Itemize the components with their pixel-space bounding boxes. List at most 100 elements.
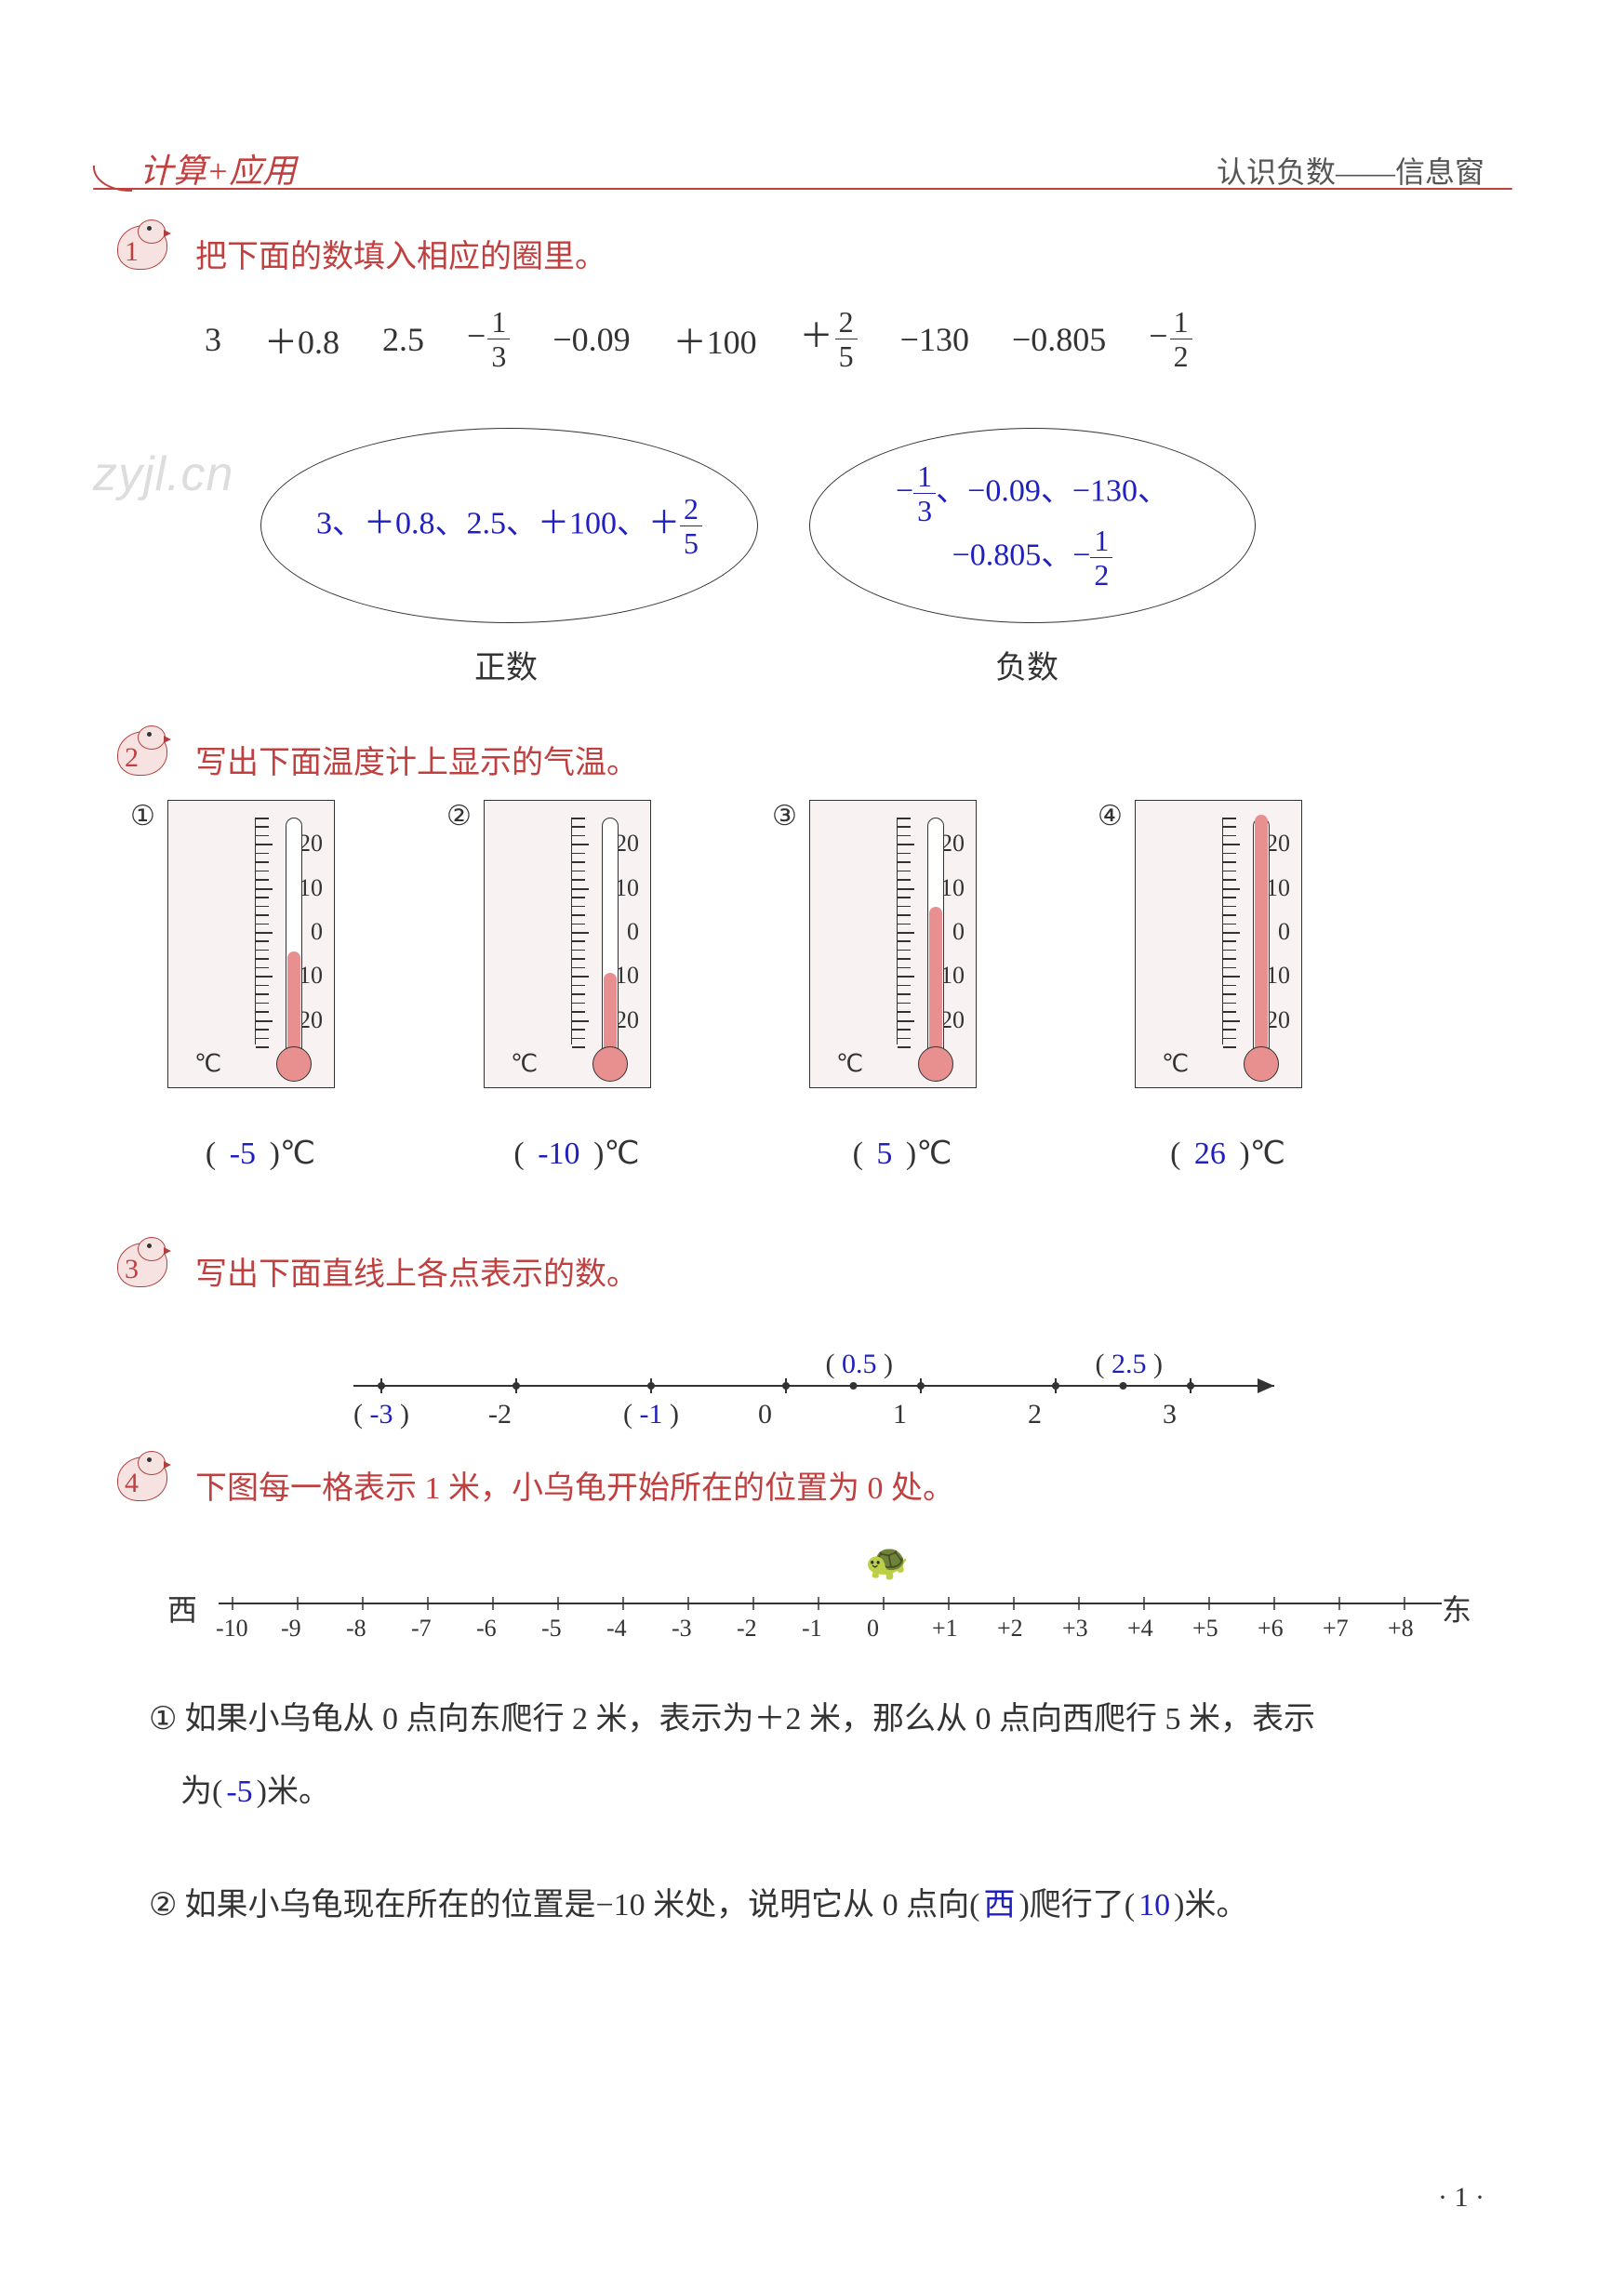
q3-answer: ( -3 ) xyxy=(353,1399,409,1430)
q4-sub1: ①如果小乌龟从 0 点向东爬行 2 米，表示为＋2 米，那么从 0 点向西爬行 … xyxy=(149,1683,1494,1829)
q1-num: 2.5 xyxy=(382,320,424,359)
thermo-unit: ℃ xyxy=(1162,1050,1189,1078)
q4-tick-label: +6 xyxy=(1258,1615,1284,1643)
q4-sub2-answer1: 西 xyxy=(979,1888,1018,1922)
bird-badge-3: 3 xyxy=(110,1237,175,1302)
header-right: 认识负数——信息窗 xyxy=(1217,149,1484,192)
thermo-marker: ④ xyxy=(1098,800,1123,832)
q4-prompt: 下图每一格表示 1 米，小乌龟开始所在的位置为 0 处。 xyxy=(195,1462,954,1508)
q4-tick-label: +1 xyxy=(932,1615,958,1643)
sub-marker: ① xyxy=(149,1702,177,1736)
thermo-scale-label: 0 xyxy=(627,918,639,946)
q4-east-label: 东 xyxy=(1442,1587,1471,1630)
thermometer: ①20100-10-20℃( -5 )℃ xyxy=(167,800,372,1088)
bird-badge-4: 4 xyxy=(110,1451,175,1516)
thermo-unit: ℃ xyxy=(836,1050,863,1078)
q4-sub1-text2b: )米。 xyxy=(257,1775,330,1809)
thermo-unit: ℃ xyxy=(511,1050,538,1078)
q4-sub2-answer2: 10 xyxy=(1135,1888,1174,1922)
thermo-answer: ( 26 )℃ xyxy=(1135,1135,1321,1172)
badge-number: 2 xyxy=(125,742,139,774)
q3-tick-label: 0 xyxy=(758,1399,772,1430)
bird-badge-1: 1 xyxy=(110,219,175,285)
q4-tick-label: 0 xyxy=(867,1615,879,1643)
watermark: zyjl.cn xyxy=(93,446,233,502)
negative-ellipse: −13、−0.09、−130、 −0.805、−12 xyxy=(809,428,1256,623)
q4-sub2-mid: )爬行了( xyxy=(1018,1888,1135,1922)
negative-label: 负数 xyxy=(995,642,1058,687)
q4-tick-label: -3 xyxy=(672,1615,692,1643)
thermo-box: 20100-10-20℃ xyxy=(809,800,977,1088)
q4-tick-label: -7 xyxy=(411,1615,432,1643)
q1-num: −13 xyxy=(467,307,510,371)
negative-content: −13、−0.09、−130、 −0.805、−12 xyxy=(896,461,1169,590)
q1-num: −0.805 xyxy=(1012,320,1106,359)
thermometer: ③20100-10-20℃( 5 )℃ xyxy=(809,800,1014,1088)
thermo-marker: ③ xyxy=(772,800,797,832)
q4-sub1-text2a: 为( xyxy=(180,1775,222,1809)
q4-tick-label: -6 xyxy=(476,1615,497,1643)
q1-num: ＋0.8 xyxy=(264,315,339,364)
thermo-answer: ( 5 )℃ xyxy=(809,1135,995,1172)
q4-sub2-after: )米。 xyxy=(1174,1888,1247,1922)
thermo-box: 20100-10-20℃ xyxy=(1135,800,1302,1088)
header-left: 计算+应用 xyxy=(140,144,296,193)
badge-number: 3 xyxy=(125,1254,139,1285)
q3-answer: ( 2.5 ) xyxy=(1096,1349,1164,1380)
q4-tick-label: +2 xyxy=(997,1615,1023,1643)
q4-sub1-answer: -5 xyxy=(222,1775,256,1809)
thermo-box: 20100-10-20℃ xyxy=(167,800,335,1088)
q4-tick-label: -8 xyxy=(346,1615,366,1643)
thermo-box: 20100-10-20℃ xyxy=(484,800,651,1088)
badge-number: 1 xyxy=(125,236,139,268)
q4-tick-label: -2 xyxy=(737,1615,757,1643)
q4-sub2: ②如果小乌龟现在所在的位置是−10 米处，说明它从 0 点向(西)爬行了(10)… xyxy=(149,1869,1494,1942)
positive-ellipse: 3、＋0.8、2.5、＋100、＋25 xyxy=(260,428,758,623)
thermo-unit: ℃ xyxy=(194,1050,221,1078)
q4-tick-label: +5 xyxy=(1192,1615,1218,1643)
q4-west-label: 西 xyxy=(167,1587,197,1630)
q3-answer: ( -1 ) xyxy=(623,1399,679,1430)
q1-num: −12 xyxy=(1149,307,1191,371)
thermo-marker: ① xyxy=(130,800,155,832)
thermo-answer: ( -5 )℃ xyxy=(167,1135,353,1172)
header-underline xyxy=(93,188,1512,190)
sub-marker: ② xyxy=(149,1888,177,1922)
q3-tick-label: 3 xyxy=(1163,1399,1177,1430)
q1-num: 3 xyxy=(205,320,221,359)
q4-tick-label: +3 xyxy=(1062,1615,1088,1643)
thermometer: ④20100-10-20℃( 26 )℃ xyxy=(1135,800,1339,1088)
q2-prompt: 写出下面温度计上显示的气温。 xyxy=(195,737,638,782)
q4-tick-label: -4 xyxy=(606,1615,627,1643)
positive-content: 3、＋0.8、2.5、＋100、＋25 xyxy=(316,494,702,558)
q3-tick-label: 2 xyxy=(1028,1399,1042,1430)
thermo-scale-label: 0 xyxy=(311,918,323,946)
badge-number: 4 xyxy=(125,1468,139,1499)
q4-tick-label: -1 xyxy=(802,1615,822,1643)
q1-prompt: 把下面的数填入相应的圈里。 xyxy=(195,231,606,276)
bird-badge-2: 2 xyxy=(110,725,175,791)
turtle-icon: 🐢 xyxy=(865,1542,909,1583)
thermo-scale-label: 0 xyxy=(1278,918,1290,946)
q1-num: ＋100 xyxy=(673,315,757,364)
q3-answer: ( 0.5 ) xyxy=(826,1349,894,1380)
q4-tick-label: +7 xyxy=(1323,1615,1349,1643)
q4-tick-label: -5 xyxy=(541,1615,562,1643)
q3-tick-label: 1 xyxy=(893,1399,907,1430)
q4-sub2-text1: 如果小乌龟现在所在的位置是−10 米处，说明它从 0 点向( xyxy=(184,1888,979,1922)
thermometer: ②20100-10-20℃( -10 )℃ xyxy=(484,800,688,1088)
page-number: · 1 · xyxy=(1438,2182,1484,2214)
thermo-answer: ( -10 )℃ xyxy=(484,1135,670,1172)
q4-tick-label: +4 xyxy=(1127,1615,1153,1643)
thermo-scale-label: 0 xyxy=(952,918,965,946)
q1-num: −130 xyxy=(900,320,969,359)
q4-tick-label: -10 xyxy=(216,1615,248,1643)
page-header: 计算+应用 认识负数——信息窗 xyxy=(140,144,1484,193)
positive-label: 正数 xyxy=(474,642,538,687)
q1-num: ＋25 xyxy=(800,307,858,371)
q4-tick-label: +8 xyxy=(1388,1615,1414,1643)
q4-sub1-text1: 如果小乌龟从 0 点向东爬行 2 米，表示为＋2 米，那么从 0 点向西爬行 5… xyxy=(184,1702,1315,1736)
q1-num: −0.09 xyxy=(552,320,630,359)
thermo-marker: ② xyxy=(446,800,472,832)
q3-tick-label: -2 xyxy=(488,1399,512,1430)
